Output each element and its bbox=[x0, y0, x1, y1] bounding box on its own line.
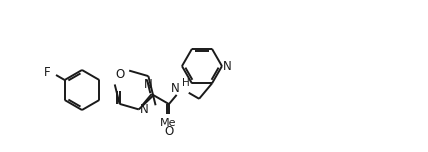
Text: F: F bbox=[44, 66, 51, 78]
Text: N: N bbox=[223, 60, 232, 73]
Text: N: N bbox=[144, 78, 153, 91]
Text: Me: Me bbox=[160, 118, 176, 128]
Text: O: O bbox=[115, 68, 124, 81]
Text: O: O bbox=[164, 125, 174, 138]
Text: N: N bbox=[171, 82, 180, 95]
Text: H: H bbox=[182, 78, 190, 88]
Text: N: N bbox=[140, 103, 149, 116]
